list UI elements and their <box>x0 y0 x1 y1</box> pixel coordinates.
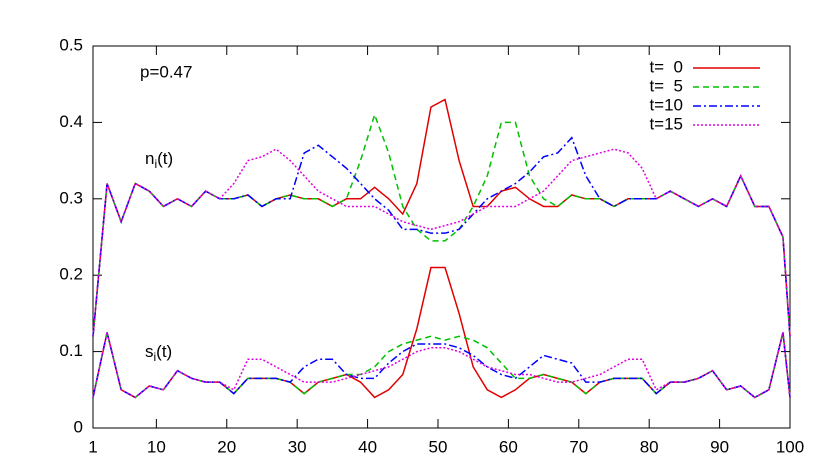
legend-label: t= 5 <box>649 76 683 95</box>
y-tick-label: 0.5 <box>59 35 83 54</box>
annotation: ni(t) <box>145 149 173 171</box>
x-tick-label: 90 <box>710 437 729 456</box>
legend-label: t=10 <box>649 95 683 114</box>
annotation-part: (t) <box>157 149 173 168</box>
series-line <box>92 332 791 399</box>
annotation: p=0.47 <box>140 62 192 81</box>
annotation-part: n <box>145 149 154 168</box>
series-line <box>92 136 791 337</box>
annotation: si(t) <box>145 342 172 364</box>
x-tick-label: 30 <box>288 437 307 456</box>
x-tick-label: 10 <box>147 437 166 456</box>
x-tick-label: 100 <box>776 437 804 456</box>
y-tick-label: 0 <box>74 417 83 436</box>
annotation-part: s <box>145 342 154 361</box>
x-tick-label: 80 <box>640 437 659 456</box>
x-tick-label: 50 <box>429 437 448 456</box>
series-line <box>92 148 791 337</box>
y-tick-label: 0.3 <box>59 188 83 207</box>
plot-frame <box>92 45 791 429</box>
series-line <box>92 332 791 399</box>
x-tick-label: 40 <box>358 437 377 456</box>
legend-label: t= 0 <box>649 57 683 76</box>
x-tick-label: 60 <box>499 437 518 456</box>
x-tick-label: 1 <box>88 437 97 456</box>
series-line <box>92 98 791 337</box>
y-tick-label: 0.1 <box>59 341 83 360</box>
annotation-part: i <box>154 157 157 171</box>
y-tick-label: 0.4 <box>59 112 83 131</box>
annotation-part: (t) <box>156 342 172 361</box>
x-tick-label: 20 <box>217 437 236 456</box>
legend-label: t=15 <box>649 114 683 133</box>
series-line <box>92 266 791 399</box>
y-tick-label: 0.2 <box>59 265 83 284</box>
x-tick-label: 70 <box>569 437 588 456</box>
series-line <box>92 332 791 399</box>
annotation-part: i <box>154 350 157 364</box>
series-line <box>92 112 791 337</box>
